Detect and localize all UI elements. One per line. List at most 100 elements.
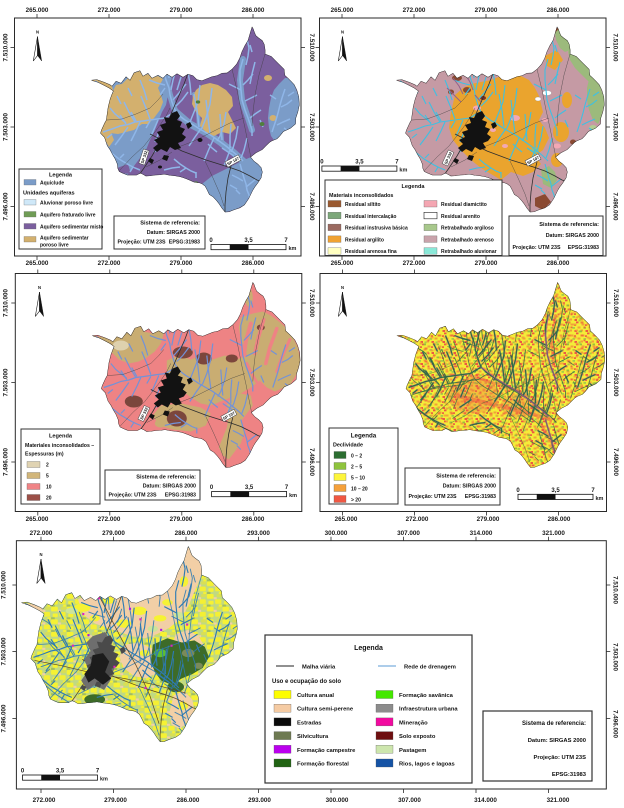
svg-text:Materiais inconsolidados: Materiais inconsolidados [329,193,393,199]
svg-text:Residual instrusiva básica: Residual instrusiva básica [345,226,408,232]
svg-text:279.000: 279.000 [475,260,498,267]
svg-text:Pastagem: Pastagem [399,748,426,754]
svg-text:7.496.000: 7.496.000 [612,192,619,221]
svg-text:272.000: 272.000 [98,7,121,14]
svg-text:EPSG:31983: EPSG:31983 [568,245,599,251]
svg-text:7.496.000: 7.496.000 [3,447,10,476]
svg-text:Datum: SIRGAS 2000: Datum: SIRGAS 2000 [546,233,599,239]
svg-text:Projeção: UTM 23S: Projeção: UTM 23S [513,245,561,251]
svg-text:SP 107: SP 107 [226,155,241,166]
svg-text:Residual intercalação: Residual intercalação [345,214,396,220]
svg-text:Estradas: Estradas [297,720,322,726]
svg-text:7.510.000: 7.510.000 [612,576,619,605]
svg-text:265.000: 265.000 [331,260,354,267]
svg-text:7.496.000: 7.496.000 [3,192,10,221]
svg-text:279.000: 279.000 [170,260,193,267]
svg-text:272.000: 272.000 [30,530,53,537]
svg-text:Sistema de referencia:: Sistema de referencia: [436,474,496,480]
svg-text:2 – 5: 2 – 5 [351,465,362,471]
svg-text:7.503.000: 7.503.000 [1,637,8,666]
svg-text:7.496.000: 7.496.000 [308,448,315,477]
svg-text:7.503.000: 7.503.000 [612,643,619,672]
svg-text:Formação campestre: Formação campestre [297,748,356,754]
svg-text:7.510.000: 7.510.000 [308,289,315,318]
svg-text:Legenda: Legenda [354,645,383,652]
svg-text:Unidades aquíferas: Unidades aquíferas [23,191,75,197]
svg-text:Legenda: Legenda [49,434,73,440]
svg-text:10: 10 [46,485,52,491]
svg-text:272.000: 272.000 [406,516,429,523]
svg-text:0 – 2: 0 – 2 [351,454,362,460]
svg-text:7.496.000: 7.496.000 [1,704,8,733]
svg-text:286.000: 286.000 [177,797,200,804]
svg-text:Residual diamictito: Residual diamictito [441,202,487,208]
svg-text:293.000: 293.000 [248,797,271,804]
svg-text:Projeção: UTM 23S: Projeção: UTM 23S [533,755,586,761]
svg-text:7.503.000: 7.503.000 [3,368,10,397]
svg-text:279.000: 279.000 [475,7,498,14]
svg-text:Residual arenito: Residual arenito [441,214,480,220]
svg-text:SP 332: SP 332 [443,150,453,165]
svg-text:286.000: 286.000 [242,260,265,267]
svg-text:EPSG:31983: EPSG:31983 [465,494,496,500]
svg-text:272.000: 272.000 [33,797,56,804]
svg-text:286.000: 286.000 [242,7,265,14]
svg-text:Aquífero sedimentar: Aquífero sedimentar [40,236,89,242]
svg-text:Aquífero fraturado livre: Aquífero fraturado livre [40,213,96,219]
svg-text:5 – 10: 5 – 10 [351,476,365,482]
svg-text:20: 20 [46,496,52,502]
svg-text:Sistema de referencia:: Sistema de referencia: [522,721,586,727]
svg-text:Declividade: Declividade [333,443,363,449]
svg-text:Solo exposto: Solo exposto [399,734,436,740]
svg-text:272.000: 272.000 [403,260,426,267]
svg-text:321.000: 321.000 [547,797,570,804]
svg-text:279.000: 279.000 [477,516,500,523]
svg-text:272.000: 272.000 [98,516,121,523]
svg-text:Rios, lagos e lagoas: Rios, lagos e lagoas [399,762,455,768]
svg-text:7.503.000: 7.503.000 [308,113,315,142]
svg-text:Residual argilito: Residual argilito [345,237,384,243]
svg-text:Datum: SIRGAS 2000: Datum: SIRGAS 2000 [143,484,196,490]
svg-text:Formação savânica: Formação savânica [399,693,454,699]
svg-text:Aquífero sedimentar misto: Aquífero sedimentar misto [40,225,103,231]
svg-text:300.000: 300.000 [326,797,349,804]
svg-text:265.000: 265.000 [26,260,49,267]
svg-text:Espessuras (m): Espessuras (m) [25,452,64,458]
svg-text:Retrabalhado aluvionar: Retrabalhado aluvionar [441,249,497,255]
svg-text:7.503.000: 7.503.000 [308,368,315,397]
svg-text:314.000: 314.000 [474,797,497,804]
svg-text:Infraestrutura urbana: Infraestrutura urbana [399,707,458,713]
svg-text:7.503.000: 7.503.000 [3,112,10,141]
svg-text:314.000: 314.000 [470,530,493,537]
svg-text:Retrabalhado argiloso: Retrabalhado argiloso [441,226,494,232]
svg-text:7.510.000: 7.510.000 [612,289,619,318]
svg-text:Datum: SIRGAS 2000: Datum: SIRGAS 2000 [528,738,586,744]
svg-text:Formação florestal: Formação florestal [297,762,349,768]
svg-text:Cultura semi-perene: Cultura semi-perene [297,707,354,713]
svg-text:272.000: 272.000 [403,7,426,14]
svg-text:5: 5 [46,474,49,480]
svg-text:Aquiclude: Aquiclude [40,181,64,187]
svg-text:Sistema de referencia:: Sistema de referencia: [539,222,599,228]
svg-text:Aluvionar poroso livre: Aluvionar poroso livre [40,201,93,207]
svg-text:2: 2 [46,463,49,469]
svg-text:Sistema de referencia:: Sistema de referencia: [140,221,200,227]
svg-text:10 – 20: 10 – 20 [351,487,368,493]
svg-text:Legenda: Legenda [49,173,73,179]
svg-text:300.000: 300.000 [325,530,348,537]
svg-text:Malha viária: Malha viária [302,665,336,671]
svg-text:307.000: 307.000 [397,530,420,537]
svg-text:SP 107: SP 107 [222,410,237,421]
svg-text:265.000: 265.000 [335,516,358,523]
svg-text:286.000: 286.000 [547,7,570,14]
svg-text:EPSG:31983: EPSG:31983 [552,772,587,778]
svg-text:Sistema de referencia:: Sistema de referencia: [136,475,196,481]
svg-text:Residual siltito: Residual siltito [345,202,381,208]
svg-text:286.000: 286.000 [548,516,571,523]
svg-text:272.000: 272.000 [98,260,121,267]
svg-text:Projeção: UTM 23S: Projeção: UTM 23S [409,494,457,500]
svg-text:Projeção: UTM 23S: Projeção: UTM 23S [109,493,157,499]
svg-text:Legenda: Legenda [401,184,425,190]
svg-text:7.503.000: 7.503.000 [612,113,619,142]
svg-text:293.000: 293.000 [247,530,270,537]
